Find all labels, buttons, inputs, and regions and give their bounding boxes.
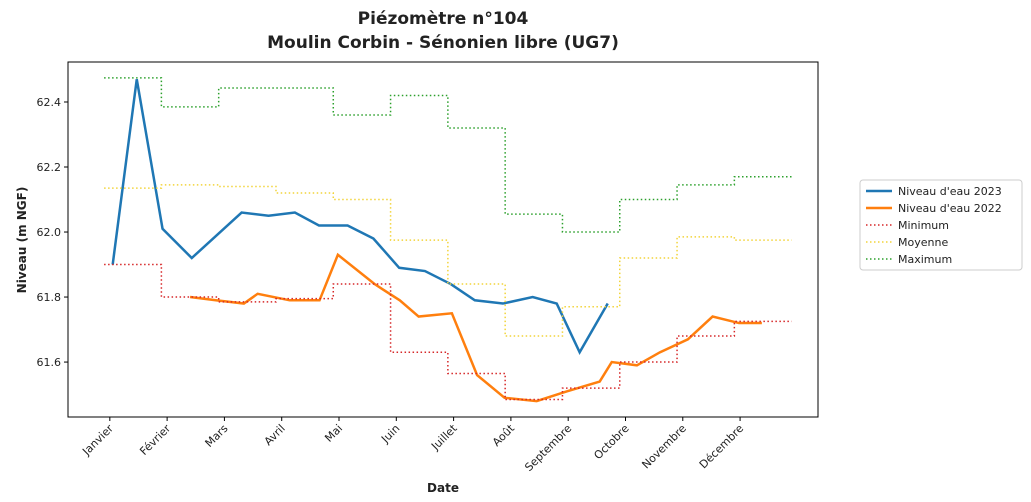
x-tick-label: Octobre (591, 422, 631, 462)
legend-label: Niveau d'eau 2022 (898, 202, 1002, 215)
legend-label: Minimum (898, 219, 949, 232)
chart-title: Piézomètre n°104 (358, 9, 529, 29)
x-tick-label: Janvier (79, 422, 116, 459)
series-line (104, 184, 792, 337)
series-line (104, 77, 792, 233)
y-tick-label: 61.8 (37, 291, 62, 304)
x-tick-label: Novembre (639, 422, 689, 472)
y-tick-label: 61.6 (37, 356, 62, 369)
y-tick-label: 62.4 (37, 96, 62, 109)
x-tick-label: Septembre (522, 422, 574, 474)
x-tick-label: Février (137, 422, 173, 458)
legend-label: Moyenne (898, 236, 948, 249)
legend-label: Maximum (898, 253, 952, 266)
x-tick-label: Avril (262, 422, 288, 448)
x-tick-label: Décembre (697, 422, 747, 472)
series-line (104, 263, 792, 401)
x-tick-label: Juin (378, 422, 402, 446)
x-tick-label: Août (490, 421, 518, 449)
y-axis-label: Niveau (m NGF) (15, 187, 29, 294)
legend-label: Niveau d'eau 2023 (898, 185, 1002, 198)
legend-box (859, 179, 1023, 271)
series-line (111, 79, 609, 356)
y-tick-label: 62.2 (37, 161, 62, 174)
x-tick-label: Juillet (428, 421, 460, 453)
y-tick-label: 62.0 (37, 226, 62, 239)
plot-frame (67, 61, 819, 418)
chart-subtitle: Moulin Corbin - Sénonien libre (UG7) (267, 33, 619, 53)
series-line (189, 252, 762, 403)
x-tick-label: Mai (322, 422, 345, 445)
x-axis-label: Date (427, 481, 459, 495)
x-tick-label: Mars (203, 422, 231, 450)
